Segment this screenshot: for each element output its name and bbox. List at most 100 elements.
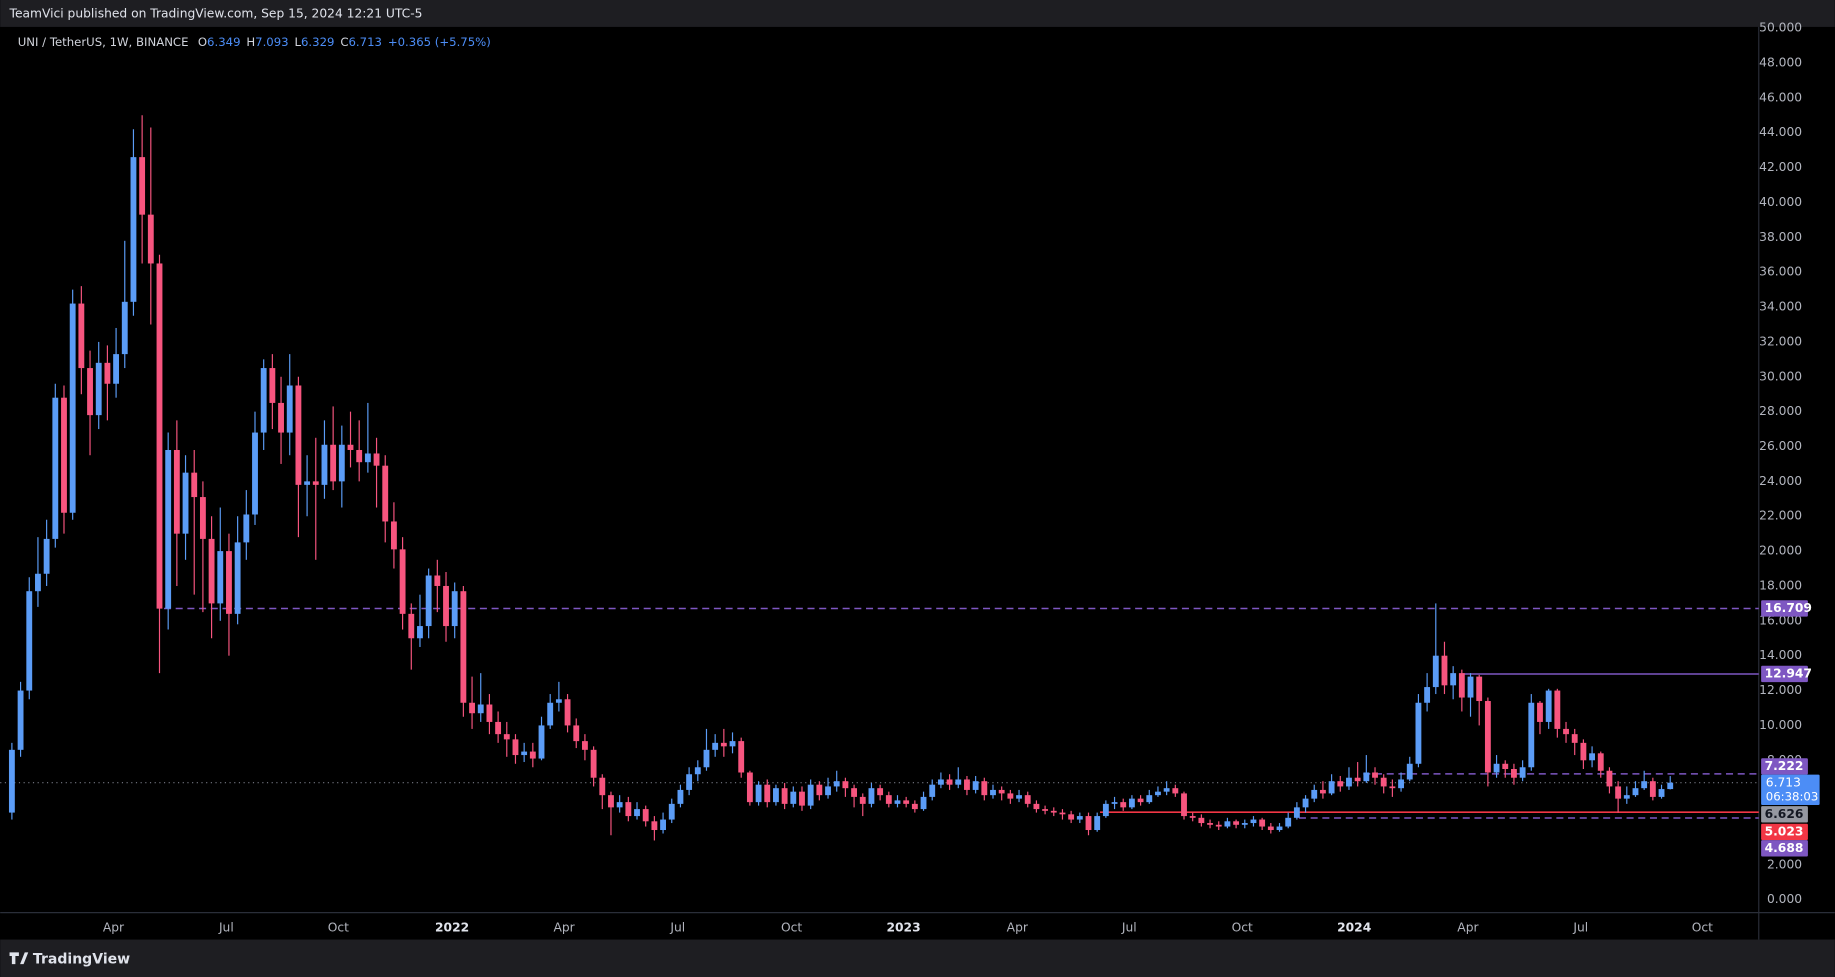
- candle-body: [1511, 769, 1517, 778]
- candle-body: [330, 444, 337, 482]
- legend-change: +0.365 (+5.75%): [388, 35, 491, 49]
- candle-body: [312, 481, 319, 485]
- header-text: TeamVici published on TradingView.com, S…: [9, 7, 423, 21]
- candle-body: [885, 795, 892, 804]
- candle-body: [790, 791, 797, 804]
- candle-body: [69, 303, 76, 513]
- price-label-box: [1761, 840, 1808, 857]
- candle-body: [87, 368, 93, 416]
- y-tick-label: 10.000: [1759, 718, 1802, 732]
- candle-body: [694, 767, 701, 775]
- candle-body: [955, 779, 962, 785]
- candle-body: [1267, 826, 1274, 831]
- candle-body: [894, 800, 901, 804]
- x-tick-label: 2024: [1337, 920, 1371, 934]
- candle-body: [104, 362, 111, 384]
- candle-body: [547, 702, 554, 726]
- candles: [8, 115, 1674, 841]
- y-tick-label: 46.000: [1759, 90, 1802, 104]
- candle-body: [451, 591, 458, 627]
- x-tick-label: Jul: [218, 920, 234, 934]
- candle-body: [686, 774, 693, 790]
- candle-body: [390, 521, 397, 550]
- last-price-label: 6.713: [1766, 775, 1801, 789]
- y-tick-label: 14.000: [1759, 648, 1802, 662]
- candle-body: [321, 444, 328, 485]
- candle-body: [1163, 788, 1170, 792]
- x-tick-label: Apr: [1457, 920, 1479, 934]
- candle-body: [234, 542, 241, 614]
- candle-body: [1059, 812, 1066, 815]
- candle-body: [538, 725, 545, 759]
- legend-value: 6.713: [348, 35, 381, 49]
- candle-body: [773, 788, 779, 803]
- brand-logo: [9, 952, 29, 965]
- candle-body: [1363, 772, 1370, 782]
- candle-body: [1085, 816, 1092, 831]
- candle-body: [78, 303, 85, 369]
- candle-body: [929, 784, 936, 797]
- candle-body: [1372, 772, 1378, 778]
- candle-body: [833, 781, 840, 787]
- x-tick-label: Oct: [1692, 920, 1713, 934]
- candle-body: [399, 549, 406, 614]
- candle-body: [937, 779, 944, 785]
- candle-body: [425, 575, 432, 627]
- y-tick-label: 24.000: [1759, 474, 1802, 488]
- header-bar: [0, 0, 1835, 27]
- price-label-box: [1761, 823, 1808, 841]
- candle-body: [660, 819, 666, 831]
- candle-body: [651, 821, 658, 831]
- candle-body: [1050, 810, 1057, 813]
- candle-body: [1172, 788, 1179, 794]
- candle-body: [1215, 824, 1222, 827]
- candle-body: [1606, 770, 1613, 787]
- candle-body: [1554, 690, 1561, 729]
- candle-body: [738, 741, 745, 773]
- candle-body: [1198, 817, 1205, 824]
- candle-body: [1519, 767, 1526, 778]
- candle-body: [17, 690, 24, 750]
- candle-body: [668, 803, 675, 820]
- candle-body: [1155, 791, 1161, 796]
- candle-body: [720, 742, 727, 747]
- candle-body: [1658, 789, 1665, 797]
- candle-body: [781, 788, 788, 804]
- x-tick-label: Jul: [1572, 920, 1588, 934]
- candle-body: [998, 789, 1005, 794]
- y-tick-label: 28.000: [1759, 404, 1802, 418]
- candle-body: [616, 802, 623, 808]
- candle-body: [642, 809, 649, 822]
- candle-body: [512, 739, 519, 756]
- candle-body: [1563, 728, 1569, 735]
- candle-body: [1189, 816, 1196, 818]
- candle-body: [1302, 798, 1309, 808]
- candle-body: [964, 779, 970, 790]
- y-tick-label: 42.000: [1759, 160, 1802, 174]
- candle-body: [252, 432, 258, 515]
- candle-body: [529, 751, 536, 759]
- candle-body: [460, 591, 467, 703]
- candle-body: [121, 301, 128, 355]
- candle-body: [217, 551, 224, 604]
- candle-body: [1528, 702, 1535, 768]
- price-label-box: [1761, 600, 1808, 617]
- candle-body: [1250, 819, 1257, 824]
- candle-body: [729, 741, 736, 747]
- candle-body: [1346, 777, 1352, 787]
- candle-body: [1233, 821, 1240, 825]
- candle-body: [746, 772, 753, 803]
- candle-body: [35, 573, 41, 592]
- candle-body: [755, 784, 762, 803]
- candle-body: [295, 385, 302, 485]
- candle-body: [304, 481, 311, 485]
- candle-body: [1016, 795, 1022, 799]
- candle-body: [1319, 789, 1326, 794]
- candle-body: [1024, 795, 1031, 804]
- x-tick-label: 2022: [435, 920, 469, 934]
- candle-body: [1649, 781, 1656, 797]
- candle-body: [634, 809, 640, 817]
- price-label-box: [1761, 665, 1808, 683]
- candle-body: [903, 800, 910, 804]
- price-label: 7.222: [1765, 759, 1804, 773]
